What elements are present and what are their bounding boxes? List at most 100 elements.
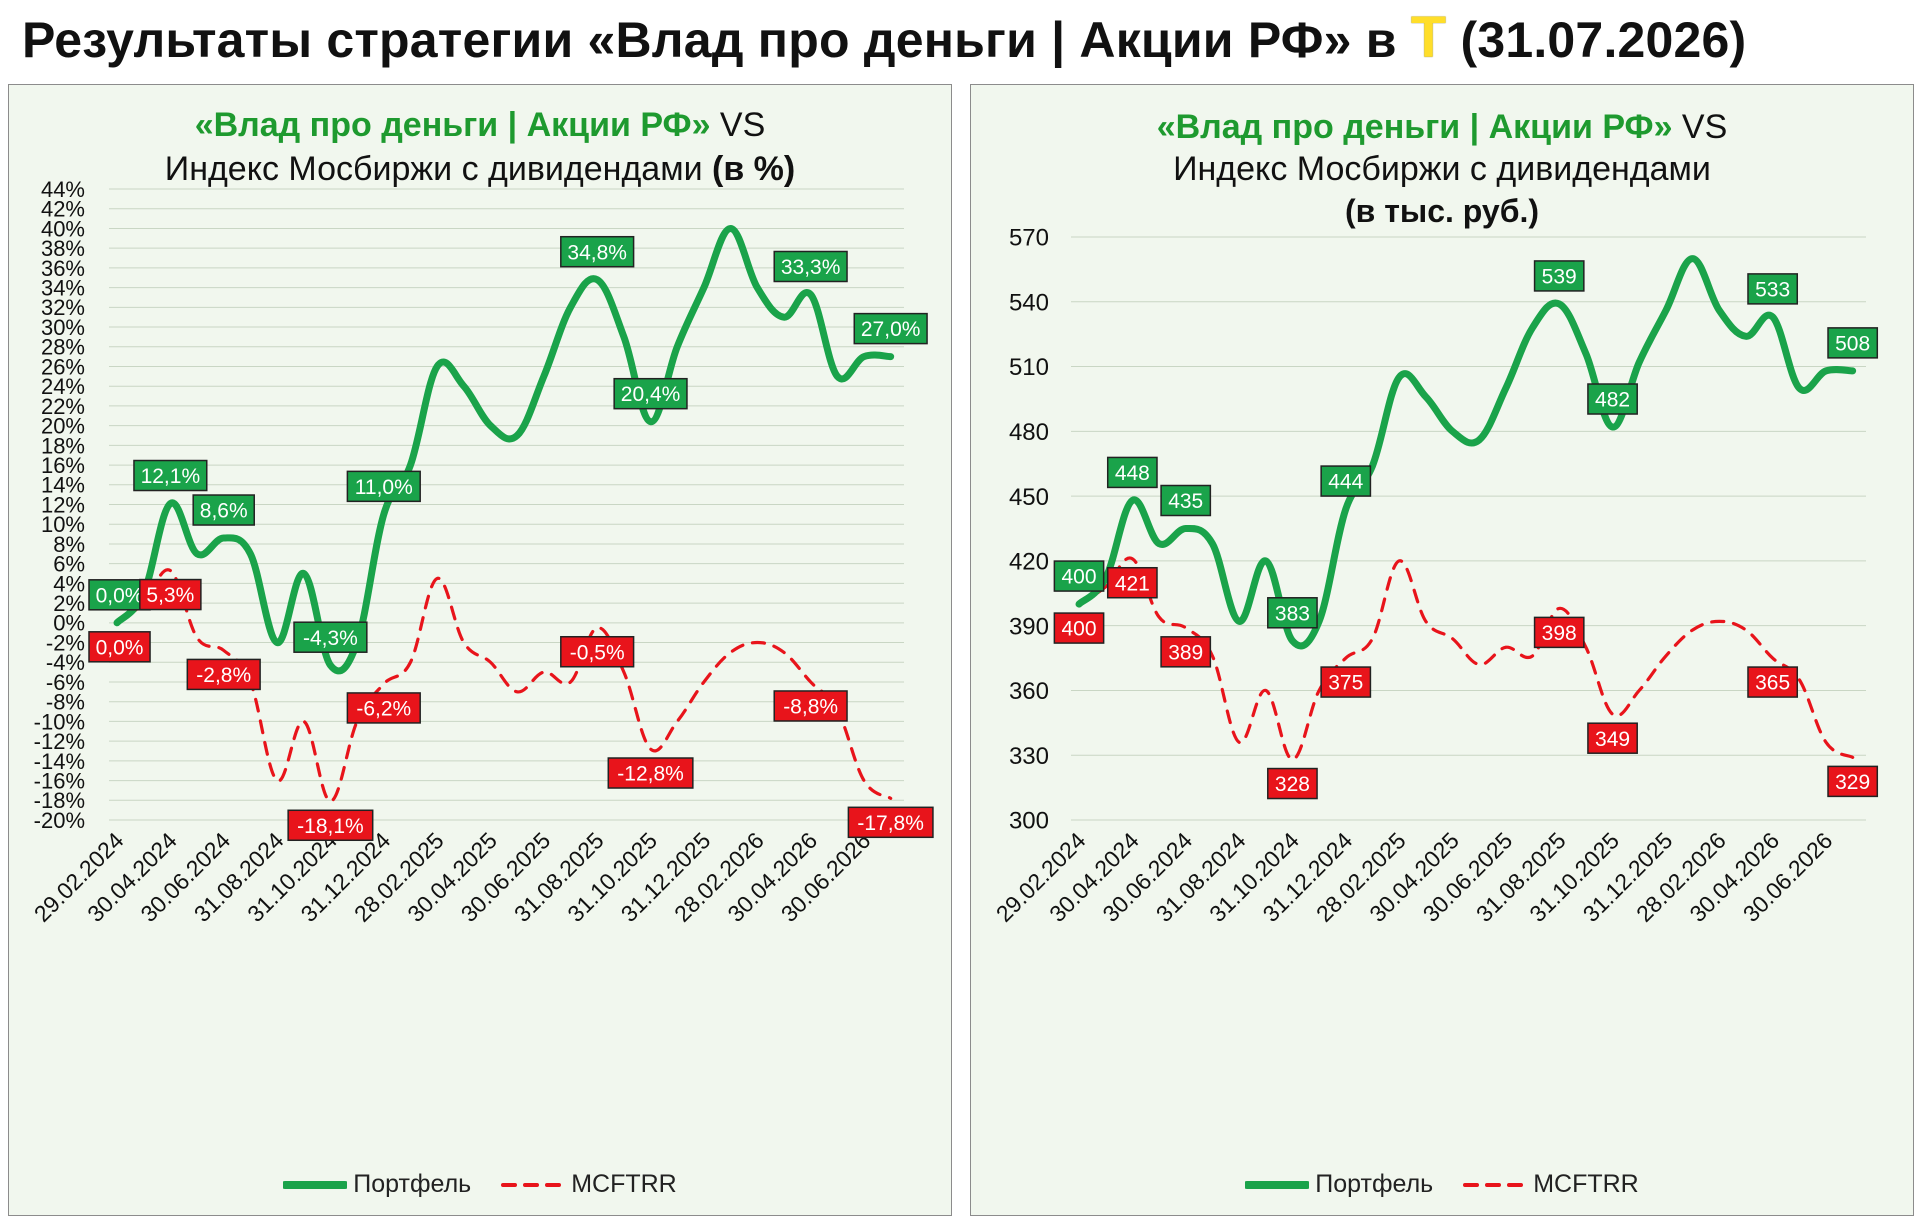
- legend-item-index: MCFTRR: [1463, 1170, 1639, 1199]
- y-tick-label: -12%: [34, 729, 85, 754]
- svg-text:435: 435: [1168, 490, 1203, 513]
- chart-panel-percent: «Влад про деньги | Акции РФ» VS Индекс М…: [8, 84, 952, 1216]
- svg-text:-8,8%: -8,8%: [783, 696, 838, 719]
- legend-solid-line-icon: [1245, 1180, 1310, 1189]
- series-line-index: [1077, 556, 1855, 762]
- y-tick-label: 300: [1009, 808, 1049, 835]
- y-tick-label: 4%: [53, 571, 85, 596]
- y-tick-label: 390: [1009, 613, 1049, 640]
- t-logo-icon: T: [1410, 5, 1447, 70]
- series-line-portfolio: [113, 224, 895, 675]
- y-tick-label: 22%: [41, 394, 85, 419]
- y-tick-label: -20%: [34, 808, 85, 833]
- y-tick-label: 450: [1009, 484, 1049, 511]
- data-label-index: -12,8%: [607, 757, 694, 789]
- svg-text:5,3%: 5,3%: [146, 584, 194, 607]
- legend: Портфель MCFTRR: [9, 1170, 951, 1199]
- y-tick-label: 330: [1009, 743, 1049, 770]
- y-tick-label: 32%: [41, 295, 85, 320]
- data-label-index: 349: [1587, 722, 1638, 754]
- page-title-text: Результаты стратегии «Влад про деньги | …: [22, 12, 1411, 68]
- data-label-index: 389: [1160, 636, 1212, 668]
- chart-title-unit: (в тыс. руб.): [1344, 193, 1540, 229]
- data-label-portfolio: 444: [1320, 465, 1372, 497]
- data-label-index: 365: [1747, 666, 1799, 698]
- data-label-portfolio: 34,8%: [560, 235, 635, 268]
- y-tick-label: -2%: [46, 630, 85, 655]
- y-tick-label: -6%: [46, 670, 85, 695]
- y-tick-label: -16%: [34, 768, 85, 793]
- y-tick-label: 420: [1009, 549, 1049, 576]
- svg-text:398: 398: [1542, 622, 1577, 645]
- chart-title-line1: «Влад про деньги | Акции РФ» VS: [971, 105, 1913, 149]
- data-label-portfolio: -4,3%: [293, 621, 368, 653]
- y-tick-label: 28%: [41, 335, 85, 360]
- svg-text:400: 400: [1061, 618, 1096, 641]
- data-label-portfolio: 20,4%: [613, 377, 688, 410]
- legend-label-index: MCFTRR: [1533, 1170, 1639, 1198]
- data-label-index: 421: [1106, 566, 1158, 599]
- data-label-portfolio: 539: [1533, 260, 1585, 292]
- data-label-index: 398: [1533, 616, 1585, 649]
- chart-title-strategy: «Влад про деньги | Акции РФ»: [194, 106, 711, 144]
- y-tick-label: 40%: [41, 216, 85, 241]
- data-label-index: -18,1%: [287, 809, 374, 842]
- data-label-index: -17,8%: [847, 806, 934, 839]
- chart-percent: -20%-18%-16%-14%-12%-10%-8%-6%-4%-2%0%2%…: [29, 177, 934, 927]
- legend-dashed-line-icon: [501, 1182, 566, 1187]
- chart-title-strategy: «Влад про деньги | Акции РФ»: [1156, 108, 1673, 146]
- svg-text:365: 365: [1755, 672, 1790, 695]
- svg-text:329: 329: [1835, 771, 1870, 794]
- svg-text:20,4%: 20,4%: [621, 383, 681, 406]
- y-tick-label: 42%: [41, 197, 85, 222]
- data-label-index: 328: [1267, 767, 1318, 800]
- y-tick-label: 6%: [53, 552, 85, 577]
- y-tick-label: 480: [1009, 419, 1049, 446]
- svg-text:375: 375: [1328, 672, 1363, 695]
- y-tick-label: 18%: [41, 433, 85, 458]
- y-tick-label: 38%: [41, 236, 85, 261]
- svg-text:8,6%: 8,6%: [200, 500, 248, 523]
- page-title: Результаты стратегии «Влад про деньги | …: [22, 4, 1902, 76]
- svg-text:508: 508: [1835, 332, 1870, 355]
- svg-text:-18,1%: -18,1%: [297, 815, 364, 838]
- svg-text:444: 444: [1328, 471, 1363, 494]
- svg-text:349: 349: [1595, 728, 1630, 751]
- svg-text:-2,8%: -2,8%: [196, 664, 251, 687]
- data-label-portfolio: 448: [1106, 456, 1158, 489]
- legend-label-portfolio: Портфель: [1315, 1170, 1434, 1198]
- chart-panel-rubles: «Влад про деньги | Акции РФ» VS Индекс М…: [970, 84, 1914, 1216]
- data-label-portfolio: 11,0%: [346, 470, 421, 503]
- legend-item-portfolio: Портфель: [1245, 1170, 1433, 1199]
- y-tick-label: -18%: [34, 788, 85, 813]
- y-tick-label: 20%: [41, 414, 85, 439]
- svg-text:328: 328: [1275, 773, 1310, 796]
- chart-rubles: 30033036039042045048051054057029.02.2024…: [991, 225, 1879, 927]
- svg-text:539: 539: [1542, 265, 1577, 288]
- svg-text:0,0%: 0,0%: [96, 584, 144, 607]
- svg-text:-4,3%: -4,3%: [303, 627, 358, 650]
- svg-text:0,0%: 0,0%: [96, 636, 144, 659]
- data-label-portfolio: 400: [1053, 560, 1105, 592]
- data-label-index: 0,0%: [88, 631, 151, 663]
- y-tick-label: 540: [1009, 289, 1049, 316]
- chart-title-vs: VS: [1672, 108, 1728, 146]
- chart-title-line1: «Влад про деньги | Акции РФ» VS: [9, 103, 951, 147]
- svg-text:33,3%: 33,3%: [781, 256, 841, 279]
- y-tick-label: -10%: [34, 709, 85, 734]
- data-label-index: -2,8%: [186, 658, 261, 691]
- chart-title-line2: Индекс Мосбиржи с дивидендами: [971, 147, 1913, 191]
- y-tick-label: 26%: [41, 354, 85, 379]
- legend-dashed-line-icon: [1463, 1182, 1528, 1187]
- y-tick-label: 10%: [41, 512, 85, 537]
- y-tick-label: 2%: [53, 591, 85, 616]
- series-line-portfolio: [1075, 255, 1857, 650]
- y-tick-label: 0%: [53, 611, 85, 636]
- svg-text:-17,8%: -17,8%: [857, 812, 924, 835]
- data-label-index: -6,2%: [346, 692, 421, 724]
- y-tick-label: 16%: [41, 453, 85, 478]
- legend-solid-line-icon: [283, 1180, 348, 1189]
- data-label-portfolio: 482: [1587, 383, 1638, 415]
- y-tick-label: -8%: [46, 690, 85, 715]
- y-tick-label: -14%: [34, 749, 85, 774]
